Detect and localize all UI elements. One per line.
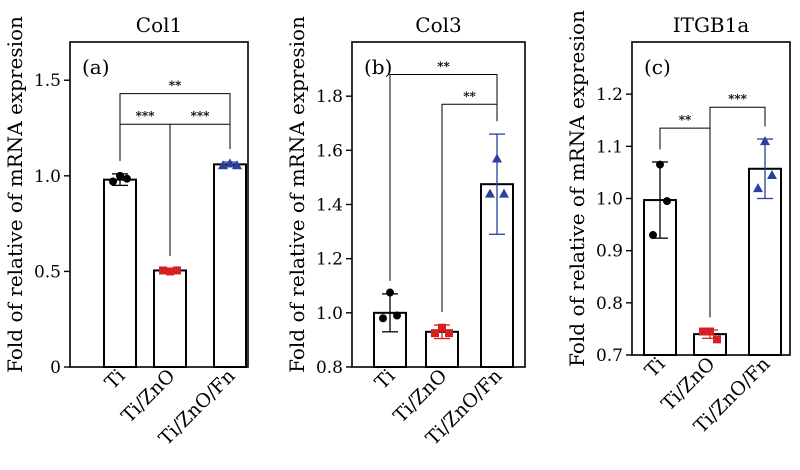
- significance-label: ***: [136, 109, 156, 123]
- y-tick-label: 1.2: [596, 85, 623, 105]
- bar: [153, 269, 187, 368]
- y-axis-label: Fold of relative of mRNA expresion: [565, 10, 589, 367]
- y-tick-label: 1.8: [316, 87, 343, 107]
- y-axis-label: Fold of relative of mRNA expresion: [285, 16, 309, 373]
- significance-label: **: [437, 60, 450, 74]
- data-point-circle: [116, 171, 124, 180]
- data-point-square: [699, 327, 707, 336]
- data-point-square: [706, 327, 714, 336]
- y-tick-label: 0.8: [316, 358, 343, 378]
- data-point-square: [173, 266, 181, 275]
- y-tick-label: 1.0: [316, 304, 343, 324]
- data-point-circle: [379, 314, 387, 323]
- significance-bracket: [441, 103, 498, 313]
- data-point-circle: [386, 288, 394, 297]
- significance-label: ***: [191, 109, 211, 123]
- x-tick-label: Ti: [371, 365, 400, 394]
- y-tick-label: 1.6: [316, 141, 343, 161]
- y-tick-label: 1.2: [316, 250, 343, 270]
- bar: [103, 178, 137, 368]
- bar: [748, 167, 782, 356]
- data-point-circle: [663, 197, 671, 206]
- data-point-circle: [393, 311, 401, 320]
- data-point-circle: [109, 177, 117, 186]
- data-point-circle: [649, 231, 657, 240]
- y-tick-label: 0.7: [596, 346, 623, 366]
- panel-label: (c): [644, 55, 671, 79]
- significance-label: **: [169, 79, 182, 93]
- data-point-triangle: [767, 170, 777, 180]
- chart-panel-a: Col1 Fold of relative of mRNA expresion (a…: [3, 13, 249, 450]
- significance-bracket: [709, 106, 766, 318]
- y-tick-label: 0.5: [34, 262, 61, 282]
- data-point-square: [166, 267, 174, 276]
- significance-label: **: [463, 89, 476, 103]
- x-tick-label: Ti: [101, 365, 130, 394]
- data-point-triangle: [760, 136, 770, 146]
- data-point-circle: [656, 160, 664, 169]
- chart-panel-c: ITGB1a Fold of relative of mRNA expresion…: [565, 10, 791, 438]
- data-point-triangle: [492, 153, 502, 163]
- data-point-square: [438, 323, 446, 332]
- data-point-triangle: [499, 188, 509, 198]
- significance-label: **: [679, 113, 692, 127]
- data-point-triangle: [485, 188, 495, 198]
- y-tick-label: 0.9: [596, 242, 623, 262]
- chart-title: Col3: [415, 13, 461, 37]
- y-tick-label: 1.0: [34, 167, 61, 187]
- y-tick-label: 0: [50, 358, 61, 378]
- y-tick-label: 1.1: [596, 137, 623, 157]
- y-tick-label: 0.8: [596, 294, 623, 314]
- significance-bracket: [119, 93, 231, 161]
- data-point-square: [431, 329, 439, 338]
- significance-bracket: [389, 74, 498, 281]
- significance-bracket: [169, 123, 231, 256]
- y-tick-label: 1.0: [596, 190, 623, 210]
- chart-panel-b: Col3 Fold of relative of mRNA expresion (b…: [285, 13, 526, 450]
- data-point-square: [713, 335, 721, 344]
- data-point-triangle: [753, 183, 763, 193]
- y-axis-label: Fold of relative of mRNA expresion: [3, 16, 27, 373]
- y-tick-label: 1.5: [34, 71, 61, 91]
- data-point-square: [159, 266, 167, 275]
- data-point-square: [445, 329, 453, 338]
- data-point-triangle: [232, 160, 242, 170]
- chart-title: ITGB1a: [673, 13, 750, 37]
- panel-label: (b): [364, 55, 392, 79]
- panel-label: (a): [82, 55, 110, 79]
- data-point-triangle: [225, 158, 235, 168]
- data-point-circle: [123, 174, 131, 183]
- x-tick-label: Ti: [641, 353, 670, 382]
- y-tick-label: 1.4: [316, 196, 343, 216]
- data-point-triangle: [218, 160, 228, 170]
- chart-title: Col1: [136, 13, 182, 37]
- bar: [213, 163, 247, 368]
- significance-label: ***: [728, 92, 748, 106]
